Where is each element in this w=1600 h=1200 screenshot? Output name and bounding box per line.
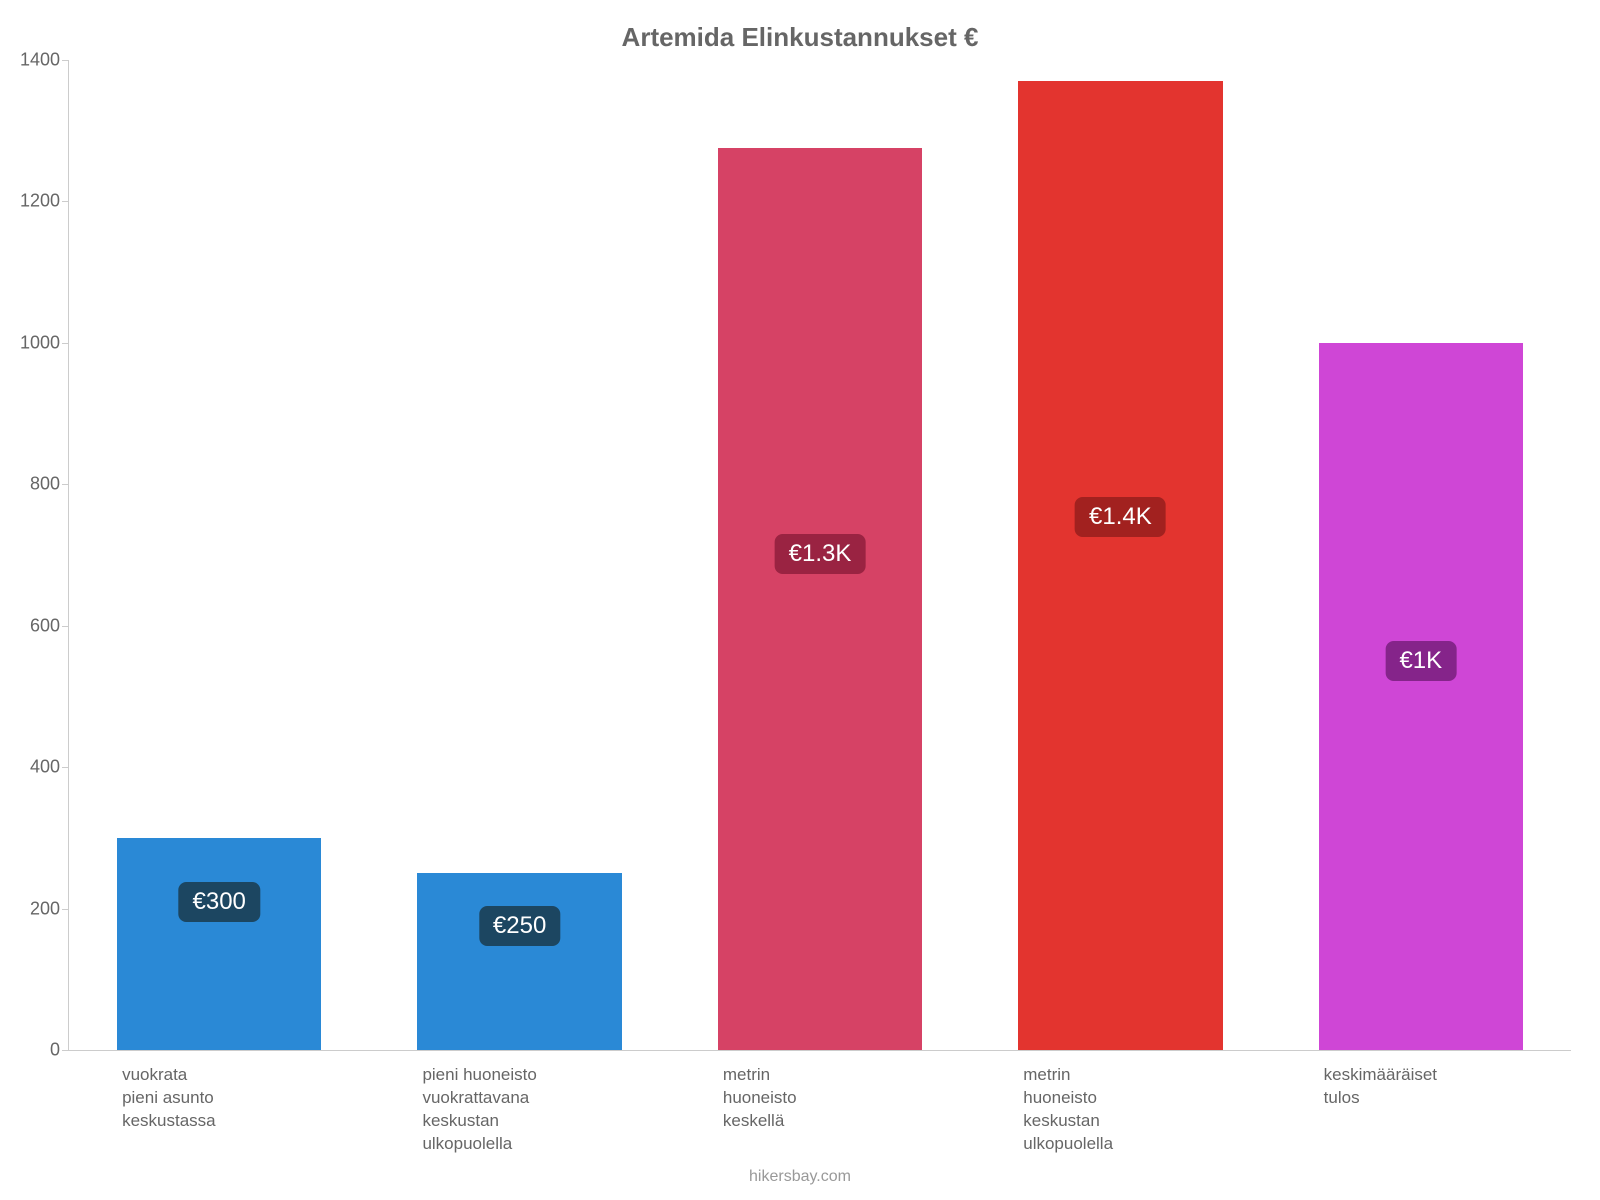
x-tick-line: pieni asunto xyxy=(122,1087,322,1110)
y-tick-label: 600 xyxy=(6,615,60,636)
y-tick-label: 400 xyxy=(6,757,60,778)
bar xyxy=(417,873,621,1050)
x-tick-line: vuokrattavana xyxy=(422,1087,622,1110)
x-tick-line: ulkopuolella xyxy=(1023,1133,1223,1156)
x-tick-line: vuokrata xyxy=(122,1064,322,1087)
chart-title: Artemida Elinkustannukset € xyxy=(0,22,1600,53)
y-tick-label: 1400 xyxy=(6,50,60,71)
bar xyxy=(117,838,321,1050)
y-tick-label: 1000 xyxy=(6,332,60,353)
x-tick-label: metrinhuoneistokeskellä xyxy=(723,1064,923,1133)
bar xyxy=(1319,343,1523,1050)
plot-area: €300 €250 €1.3K €1.4K €1K xyxy=(68,60,1571,1051)
x-tick-line: keskustan xyxy=(422,1110,622,1133)
x-tick-line: metrin xyxy=(723,1064,923,1087)
x-tick-label: vuokratapieni asuntokeskustassa xyxy=(122,1064,322,1133)
bar xyxy=(1018,81,1222,1050)
y-tick-label: 200 xyxy=(6,898,60,919)
x-tick-line: huoneisto xyxy=(1023,1087,1223,1110)
value-badge: €300 xyxy=(178,882,259,922)
x-tick-label: pieni huoneistovuokrattavanakeskustanulk… xyxy=(422,1064,622,1156)
x-tick-line: ulkopuolella xyxy=(422,1133,622,1156)
x-tick-line: metrin xyxy=(1023,1064,1223,1087)
y-tick-label: 0 xyxy=(6,1040,60,1061)
value-badge: €250 xyxy=(479,906,560,946)
x-tick-label: metrinhuoneistokeskustanulkopuolella xyxy=(1023,1064,1223,1156)
bar xyxy=(718,148,922,1050)
y-tick-label: 800 xyxy=(6,474,60,495)
x-tick-line: pieni huoneisto xyxy=(422,1064,622,1087)
attribution-text: hikersbay.com xyxy=(0,1168,1600,1186)
value-badge: €1.4K xyxy=(1075,497,1166,537)
value-badge: €1K xyxy=(1385,641,1456,681)
x-tick-line: keskustassa xyxy=(122,1110,322,1133)
y-tick-label: 1200 xyxy=(6,191,60,212)
x-tick-line: keskustan xyxy=(1023,1110,1223,1133)
x-tick-line: tulos xyxy=(1324,1087,1524,1110)
x-tick-label: keskimääräisettulos xyxy=(1324,1064,1524,1110)
bar-chart: Artemida Elinkustannukset € 0 200 400 600 80… xyxy=(0,0,1600,1200)
x-tick-line: huoneisto xyxy=(723,1087,923,1110)
x-tick-line: keskellä xyxy=(723,1110,923,1133)
x-tick-line: keskimääräiset xyxy=(1324,1064,1524,1087)
value-badge: €1.3K xyxy=(775,534,866,574)
